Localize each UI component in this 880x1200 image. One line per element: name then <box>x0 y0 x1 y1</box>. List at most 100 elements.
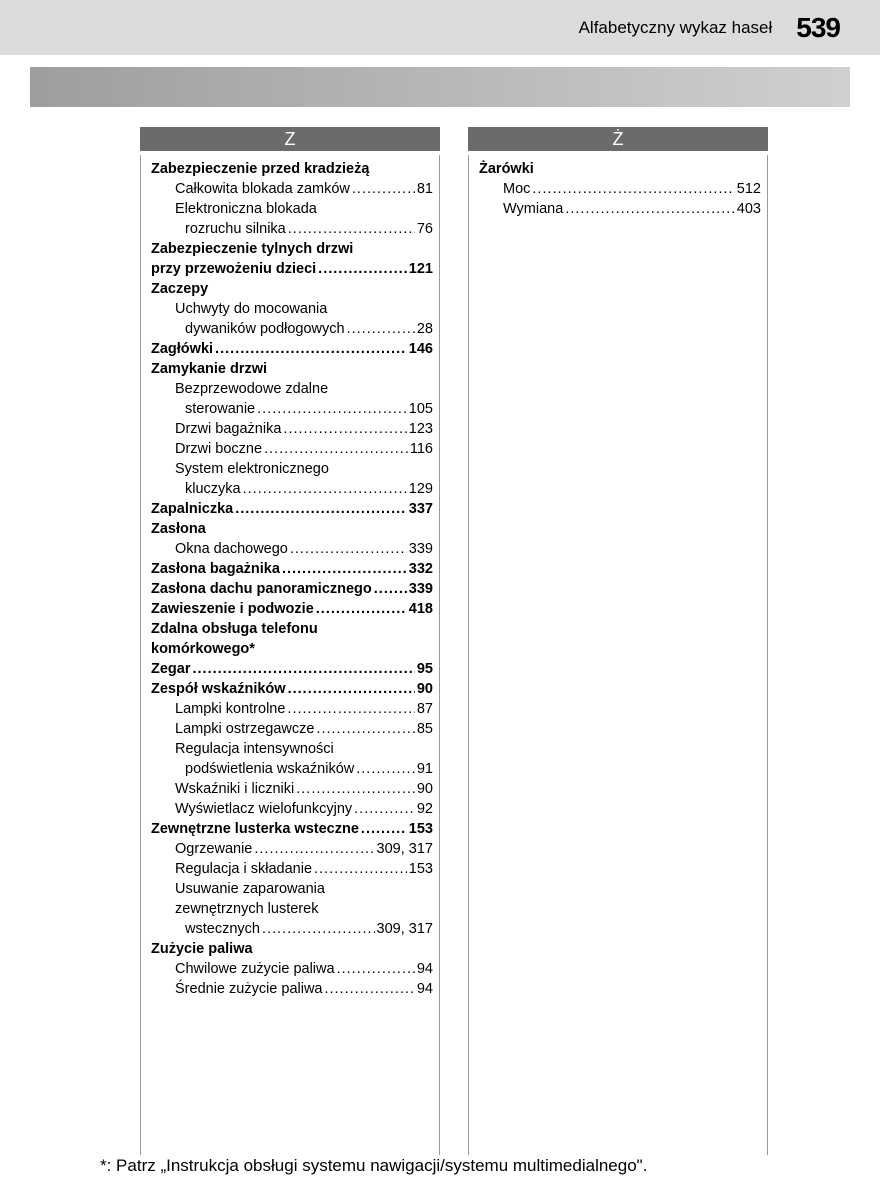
index-entry-continuation: kluczyka129 <box>185 479 433 499</box>
index-entry-main: Zawieszenie i podwozie418 <box>151 599 433 619</box>
entry-page: 95 <box>417 659 433 679</box>
entry-label: Zabezpieczenie tylnych drzwi <box>151 239 353 259</box>
entry-label: Zasłona bagażnika <box>151 559 280 579</box>
entry-label: Okna dachowego <box>175 539 288 559</box>
entry-label: sterowanie <box>185 399 255 419</box>
entry-label: Zewnętrzne lusterka wsteczne <box>151 819 359 839</box>
entry-label: Regulacja intensywności <box>175 739 334 759</box>
entry-page: 339 <box>409 579 433 599</box>
index-entry-main: Zasłona bagażnika332 <box>151 559 433 579</box>
entry-label: Bezprzewodowe zdalne <box>175 379 328 399</box>
index-entry-main: Zapalniczka 337 <box>151 499 433 519</box>
entry-page: 337 <box>409 499 433 519</box>
entry-label: dywaników podłogowych <box>185 319 345 339</box>
entry-page: 81 <box>417 179 433 199</box>
leader-dots <box>235 499 407 519</box>
leader-dots <box>354 799 415 819</box>
index-entry-main: Zamykanie drzwi <box>151 359 433 379</box>
entry-label: Drzwi bagażnika <box>175 419 281 439</box>
leader-dots <box>288 219 415 239</box>
entry-label: Zamykanie drzwi <box>151 359 267 379</box>
index-entry-sub: Moc 512 <box>503 179 761 199</box>
index-entry-sub: Całkowita blokada zamków 81 <box>175 179 433 199</box>
index-entry-main: przy przewożeniu dzieci 121 <box>151 259 433 279</box>
index-columns: Z Zabezpieczenie przed kradzieżąCałkowit… <box>0 107 880 1155</box>
index-entry-main: Zużycie paliwa <box>151 939 433 959</box>
entry-label: Zaczepy <box>151 279 208 299</box>
index-entry-continuation: rozruchu silnika76 <box>185 219 433 239</box>
index-entry-sub: Bezprzewodowe zdalne <box>175 379 433 399</box>
entry-label: Zasłona <box>151 519 206 539</box>
entry-label: Regulacja i składanie <box>175 859 312 879</box>
entry-label: Lampki ostrzegawcze <box>175 719 314 739</box>
entry-label: Zdalna obsługa telefonu <box>151 619 318 639</box>
leader-dots <box>215 339 407 359</box>
index-entry-main: Zdalna obsługa telefonu <box>151 619 433 639</box>
entry-page: 153 <box>409 859 433 879</box>
column-z-content: Zabezpieczenie przed kradzieżąCałkowita … <box>140 155 440 1155</box>
entry-label: Moc <box>503 179 530 199</box>
leader-dots <box>254 839 374 859</box>
leader-dots <box>282 559 407 579</box>
entry-label: Usuwanie zaparowania <box>175 879 325 899</box>
leader-dots <box>287 699 414 719</box>
index-entry-main: Zagłówki146 <box>151 339 433 359</box>
index-entry-continuation: wstecznych 309, 317 <box>185 919 433 939</box>
entry-page: 339 <box>409 539 433 559</box>
index-entry-sub: Wymiana 403 <box>503 199 761 219</box>
entry-label: wstecznych <box>185 919 260 939</box>
entry-page: 123 <box>409 419 433 439</box>
entry-page: 94 <box>417 959 433 979</box>
index-entry-main: Zasłona <box>151 519 433 539</box>
entry-label: Zużycie paliwa <box>151 939 253 959</box>
leader-dots <box>316 719 414 739</box>
index-entry-sub: Drzwi boczne116 <box>175 439 433 459</box>
leader-dots <box>288 679 415 699</box>
entry-page: 129 <box>409 479 433 499</box>
header-title: Alfabetyczny wykaz haseł <box>579 18 773 38</box>
column-z: Z Zabezpieczenie przed kradzieżąCałkowit… <box>140 127 440 1155</box>
leader-dots <box>374 579 407 599</box>
entry-page: 116 <box>410 439 433 459</box>
entry-page: 94 <box>417 979 433 999</box>
index-entry-main: Zegar95 <box>151 659 433 679</box>
leader-dots <box>318 259 407 279</box>
index-entry-sub: Drzwi bagażnika 123 <box>175 419 433 439</box>
entry-label: Całkowita blokada zamków <box>175 179 350 199</box>
entry-label: Wyświetlacz wielofunkcyjny <box>175 799 352 819</box>
entry-page: 28 <box>417 319 433 339</box>
entry-page: 309, 317 <box>377 919 433 939</box>
index-entry-sub: Elektroniczna blokada <box>175 199 433 219</box>
entry-page: 146 <box>409 339 433 359</box>
entry-page: 512 <box>737 179 761 199</box>
entry-page: 105 <box>409 399 433 419</box>
leader-dots <box>361 819 407 839</box>
column-z-dot: Ż ŻarówkiMoc512Wymiana403 <box>468 127 768 1155</box>
index-entry-main: Zaczepy <box>151 279 433 299</box>
entry-label: rozruchu silnika <box>185 219 286 239</box>
gradient-bar <box>30 67 850 107</box>
leader-dots <box>243 479 407 499</box>
entry-label: Wskaźniki i liczniki <box>175 779 294 799</box>
leader-dots <box>356 759 415 779</box>
entry-label: Zapalniczka <box>151 499 233 519</box>
entry-page: 153 <box>409 819 433 839</box>
entry-label: komórkowego* <box>151 639 255 659</box>
entry-label: Średnie zużycie paliwa <box>175 979 323 999</box>
index-entry-sub: zewnętrznych lusterek <box>175 899 433 919</box>
entry-page: 90 <box>417 779 433 799</box>
entry-label: Zabezpieczenie przed kradzieżą <box>151 159 369 179</box>
leader-dots <box>337 959 415 979</box>
index-entry-main: komórkowego* <box>151 639 433 659</box>
entry-label: Wymiana <box>503 199 563 219</box>
index-entry-continuation: dywaników podłogowych 28 <box>185 319 433 339</box>
index-entry-continuation: sterowanie 105 <box>185 399 433 419</box>
entry-label: Zawieszenie i podwozie <box>151 599 314 619</box>
entry-page: 121 <box>409 259 433 279</box>
index-entry-main: Zabezpieczenie przed kradzieżą <box>151 159 433 179</box>
index-entry-main: Zespół wskaźników90 <box>151 679 433 699</box>
entry-label: przy przewożeniu dzieci <box>151 259 316 279</box>
entry-page: 403 <box>737 199 761 219</box>
column-z-dot-content: ŻarówkiMoc 512 Wymiana 403 <box>468 155 768 1155</box>
entry-label: Żarówki <box>479 159 534 179</box>
